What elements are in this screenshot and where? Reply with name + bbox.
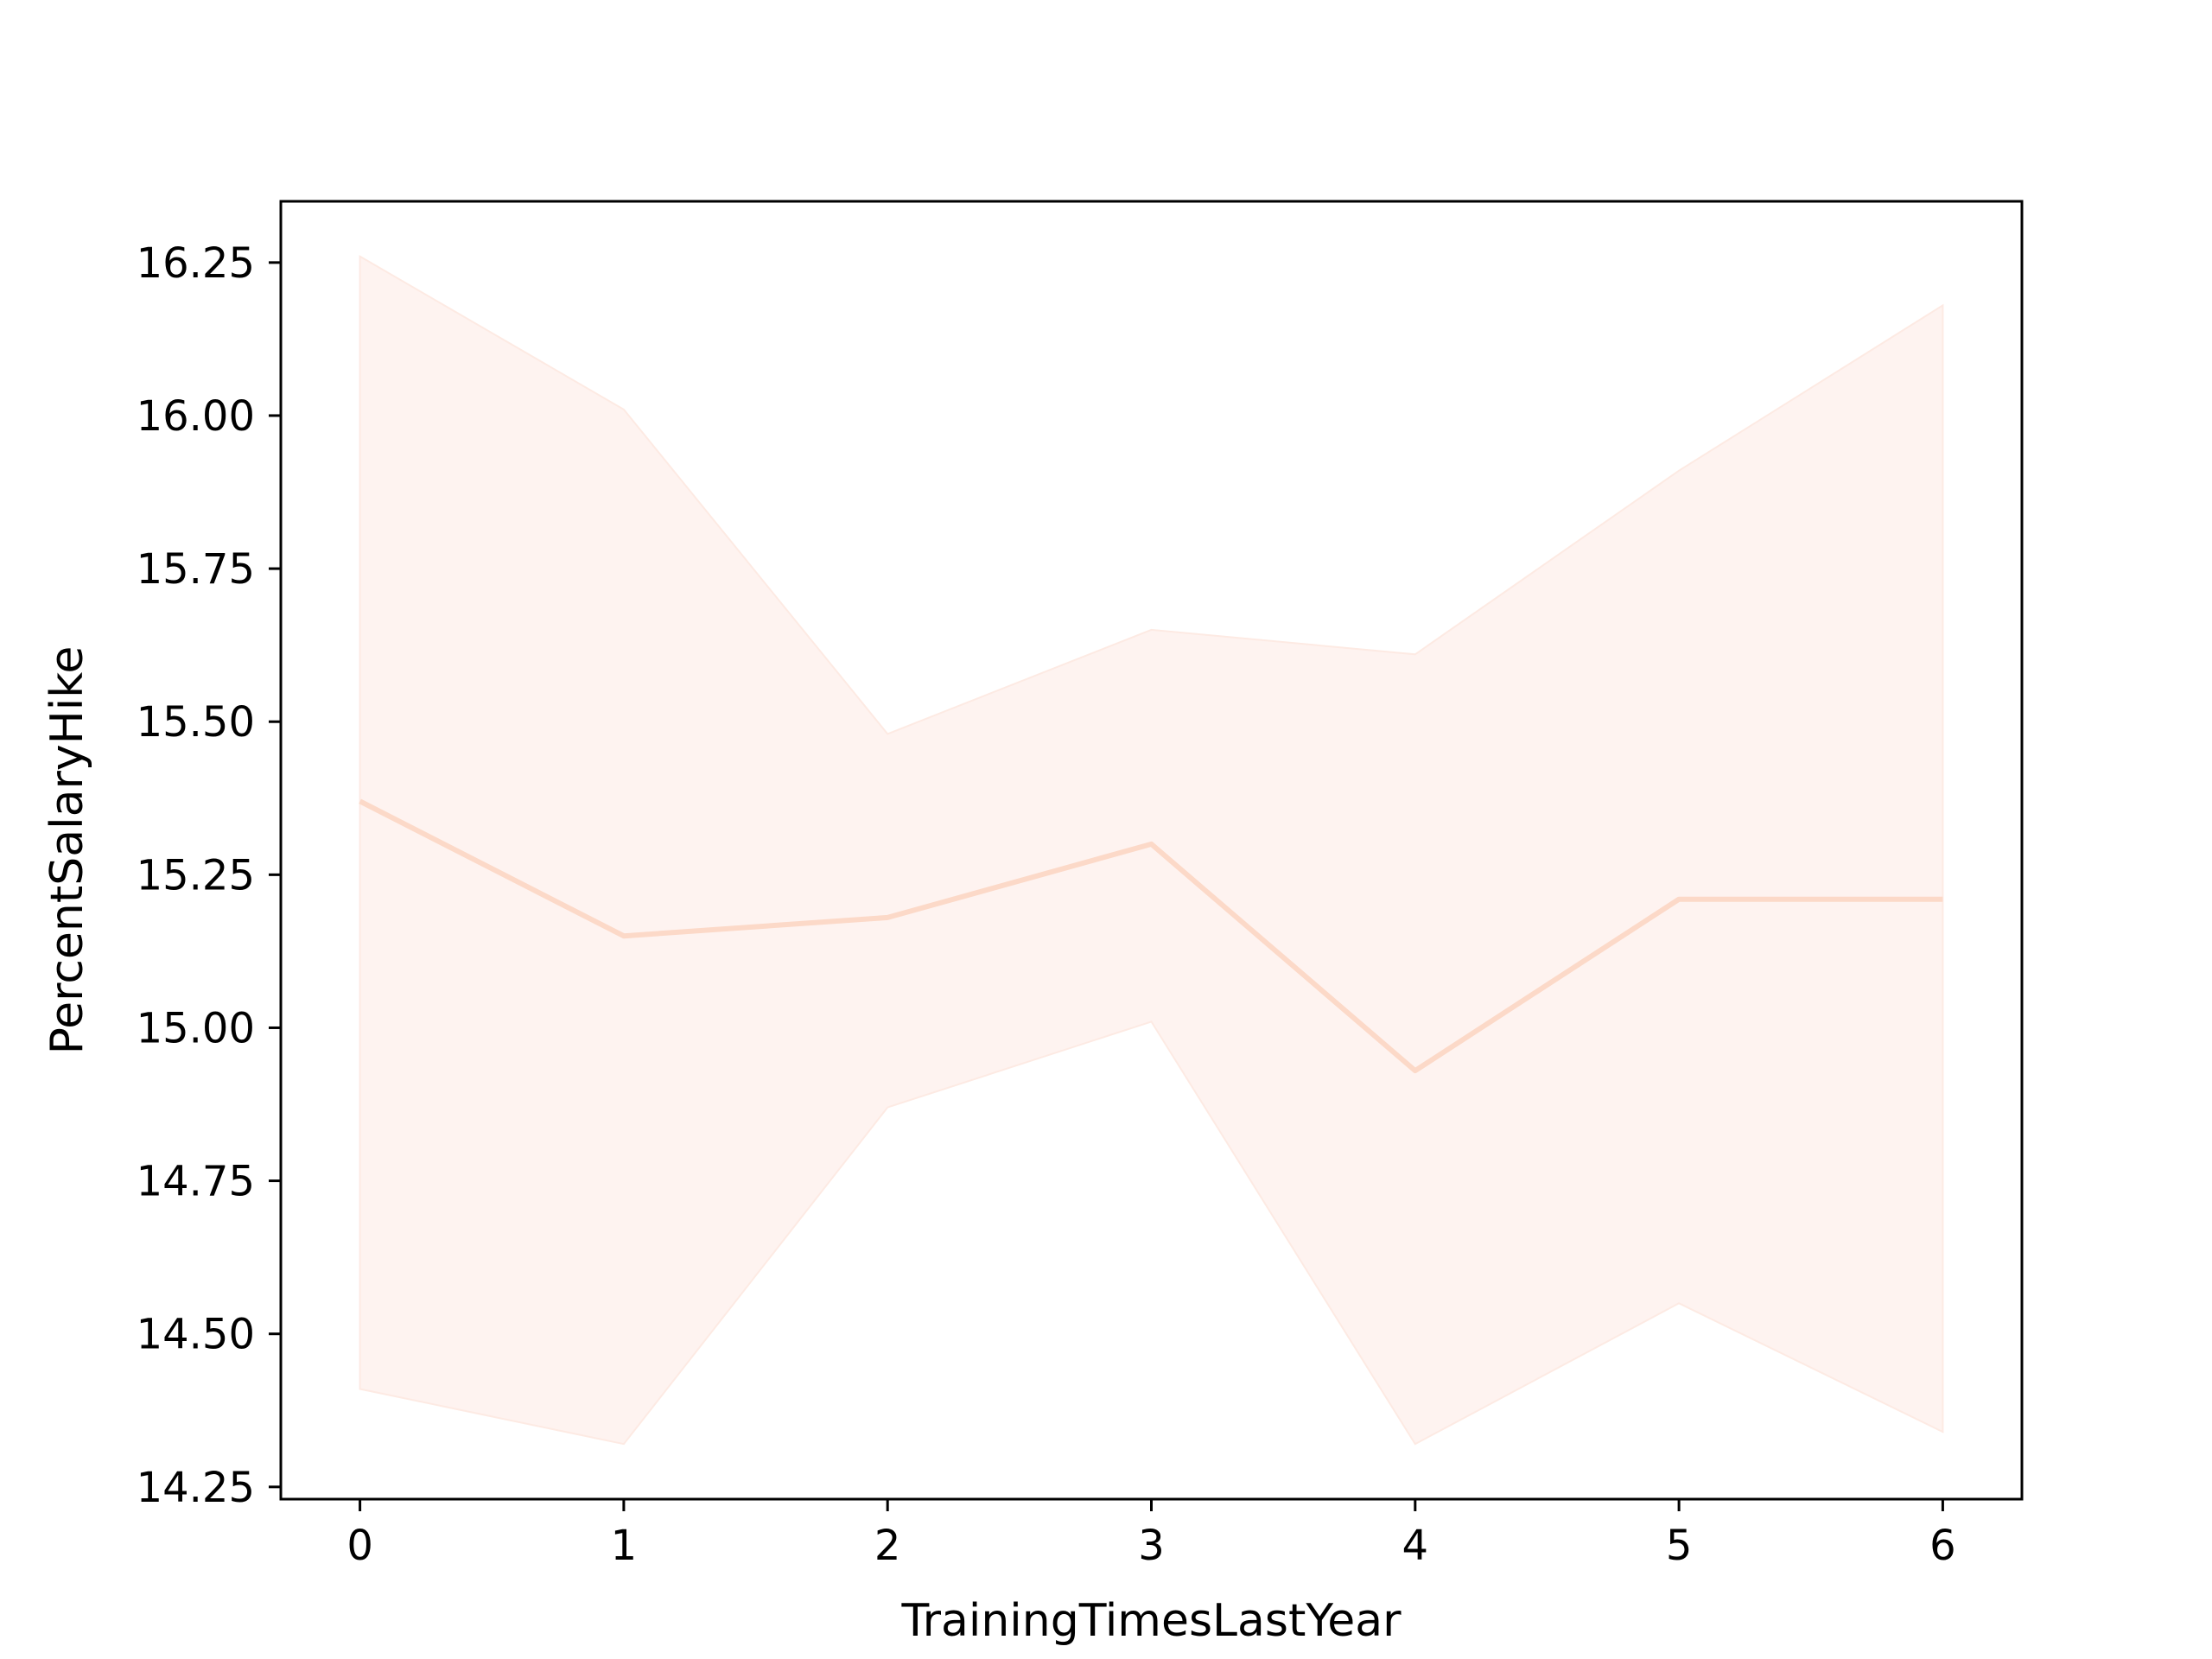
x-tick-label: 6 bbox=[1929, 1522, 1956, 1570]
confidence-band bbox=[359, 255, 1944, 1446]
x-tick-label: 2 bbox=[874, 1522, 901, 1570]
y-tick-label: 15.75 bbox=[137, 545, 255, 594]
confidence-band-layer bbox=[359, 255, 1944, 1446]
series-line-layer bbox=[359, 798, 1943, 1074]
y-tick-label: 15.50 bbox=[137, 698, 255, 747]
y-tick-label: 15.00 bbox=[137, 1004, 255, 1052]
y-tick-label: 16.25 bbox=[137, 239, 255, 288]
x-axis: 0 1 2 3 4 5 6 bbox=[346, 1499, 1956, 1570]
y-tick-label: 14.75 bbox=[137, 1158, 255, 1206]
x-tick-label: 0 bbox=[346, 1522, 373, 1570]
y-axis-label: PercentSalaryHike bbox=[41, 646, 93, 1055]
x-tick-label: 5 bbox=[1666, 1522, 1693, 1570]
y-tick-label: 16.00 bbox=[137, 392, 255, 441]
y-axis: 14.25 14.50 14.75 15.00 15.25 15.50 15.75 16.00… bbox=[137, 239, 281, 1512]
x-axis-label: TrainingTimesLastYear bbox=[901, 1595, 1402, 1647]
y-tick-label: 14.50 bbox=[137, 1311, 255, 1359]
series-line bbox=[359, 798, 1943, 1074]
x-tick-label: 1 bbox=[611, 1522, 638, 1570]
y-tick-label: 14.25 bbox=[137, 1464, 255, 1512]
y-tick-label: 15.25 bbox=[137, 851, 255, 899]
x-tick-label: 3 bbox=[1138, 1522, 1165, 1570]
x-tick-label: 4 bbox=[1402, 1522, 1429, 1570]
